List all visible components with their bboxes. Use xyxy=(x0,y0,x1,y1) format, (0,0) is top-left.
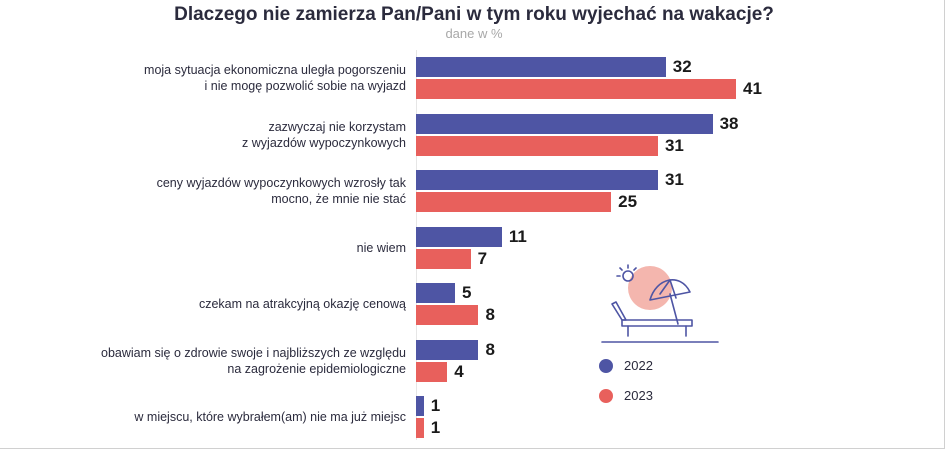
bar-2023 xyxy=(416,418,424,438)
category-label-line: w miejscu, które wybrałem(am) nie ma już… xyxy=(134,410,406,424)
data-label-2022: 32 xyxy=(672,57,692,76)
bar-2022 xyxy=(416,396,424,416)
umbrella-pole xyxy=(669,293,679,325)
data-label-2023: 25 xyxy=(618,192,638,211)
data-label-2023: 31 xyxy=(664,135,684,155)
category-label: ceny wyjazdów wypoczynkowych wzrosły tak… xyxy=(46,175,406,207)
bar-2022 xyxy=(416,339,479,360)
bar-2022 xyxy=(416,113,713,134)
bar-2022 xyxy=(416,170,658,190)
category-label-line: mocno, że mnie nie stać xyxy=(271,192,406,206)
bar-2023 xyxy=(416,192,612,212)
data-label-2023: 8 xyxy=(485,305,495,324)
bar-2022 xyxy=(416,226,502,247)
category-label-line: z wyjazdów wypoczynkowych xyxy=(242,135,406,150)
data-label-2022: 5 xyxy=(462,283,472,302)
category-label-line: nie wiem xyxy=(356,240,406,255)
category-label: moja sytuacja ekonomiczna uległa pogorsz… xyxy=(46,62,406,94)
category-label-line: zazwyczaj nie korzystam xyxy=(268,119,406,134)
category-label: nie wiem xyxy=(46,240,406,256)
category-label-line: czekam na atrakcyjną okazję cenową xyxy=(198,297,406,311)
chair-seat xyxy=(621,319,693,327)
category-label-line: i nie mogę pozwolić sobie na wyjazd xyxy=(204,79,407,93)
data-label-2022: 8 xyxy=(485,339,495,359)
data-label-2023: 7 xyxy=(477,248,488,268)
bar-2022 xyxy=(416,57,666,77)
legend-dot-2023 xyxy=(599,389,613,403)
category-label: czekam na atrakcyjną okazję cenową xyxy=(46,296,406,312)
data-label-2022: 1 xyxy=(430,396,441,415)
category-label: w miejscu, które wybrałem(am) nie ma już… xyxy=(46,409,406,425)
data-label-2022: 38 xyxy=(719,113,739,133)
sun-outline xyxy=(622,270,634,282)
data-label-2022: 31 xyxy=(664,170,684,189)
chair-back xyxy=(611,301,627,321)
data-label-2023: 4 xyxy=(454,361,464,381)
category-label-line: na zagrożenie epidemiologiczne xyxy=(227,361,406,376)
sun-circle xyxy=(628,266,672,310)
legend-label-2022: 2022 xyxy=(624,358,653,373)
category-label-line: ceny wyjazdów wypoczynkowych wzrosły tak xyxy=(156,176,406,190)
legend-dot-2022 xyxy=(599,359,613,373)
data-label-2022: 11 xyxy=(508,226,527,246)
beach-chair-umbrella-icon xyxy=(601,264,719,343)
bar-2023 xyxy=(416,305,479,325)
bar-2023 xyxy=(416,361,448,382)
category-label: zazwyczaj nie korzystam z wyjazdów wypocz… xyxy=(46,119,406,151)
chart-subtitle: dane w % xyxy=(445,26,503,41)
bar-2023 xyxy=(416,248,471,269)
category-label-line: moja sytuacja ekonomiczna uległa pogorsz… xyxy=(144,63,406,77)
data-label-2023: 1 xyxy=(430,418,441,437)
bar-2022 xyxy=(416,283,456,303)
bar-2023 xyxy=(416,135,658,156)
category-label-line: obawiam się o zdrowie swoje i najbliższy… xyxy=(101,345,406,360)
category-label: obawiam się o zdrowie swoje i najbliższy… xyxy=(46,345,406,377)
chart-title: Dlaczego nie zamierza Pan/Pani w tym rok… xyxy=(174,4,774,25)
legend-label-2023: 2023 xyxy=(624,388,653,403)
bar-2023 xyxy=(416,79,736,99)
umbrella-canopy xyxy=(649,279,691,301)
data-label-2023: 41 xyxy=(743,79,762,98)
